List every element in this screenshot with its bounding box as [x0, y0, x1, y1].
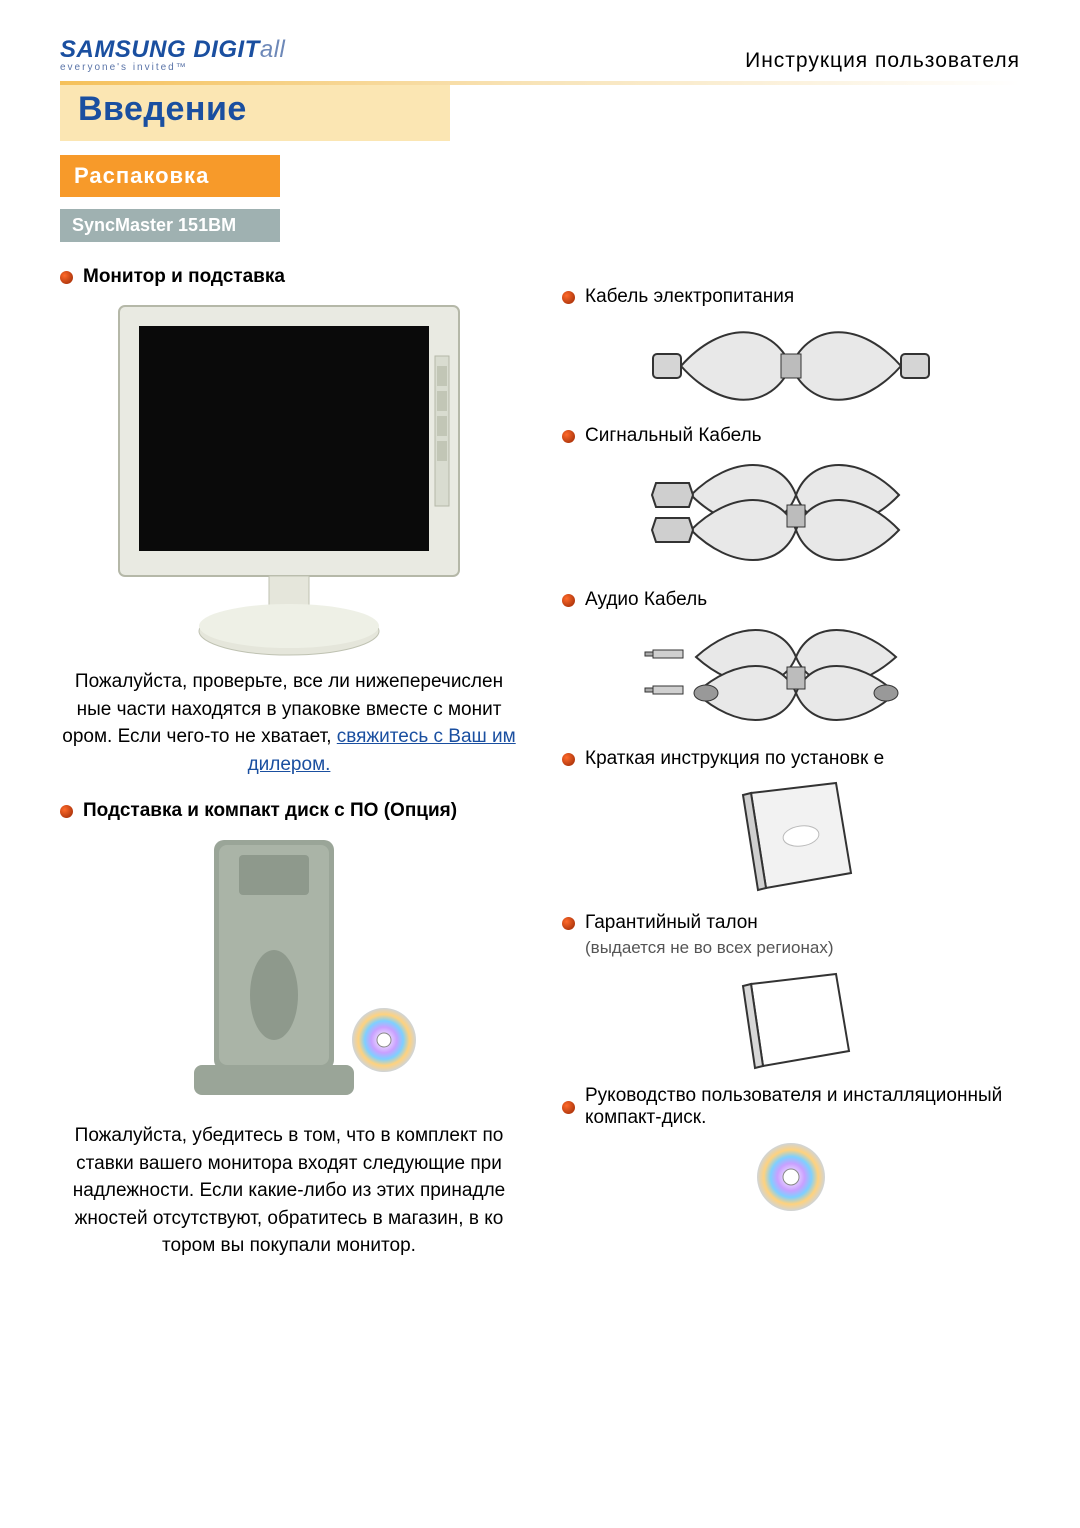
logo-part-1: SAMSUNG: [60, 36, 186, 63]
item-manual-cd: Руководство пользователя и инсталляционн…: [562, 1085, 1020, 1129]
logo-part-2: DIGIT: [193, 36, 260, 63]
bullet-icon: [60, 271, 73, 284]
page-header: SAMSUNG DIGITall everyone's invited™ Инс…: [60, 36, 1020, 73]
item-quick-guide: Краткая инструкция по установк е: [562, 748, 1020, 770]
bullet-icon: [562, 430, 575, 443]
audio-cable-illustration: [562, 619, 1020, 734]
item-audio-cable: Аудио Кабель: [562, 589, 1020, 611]
bullet-icon: [562, 753, 575, 766]
bullet-icon: [562, 917, 575, 930]
item-label: Сигнальный Кабель: [585, 425, 762, 447]
item-label: Гарантийный талон: [585, 912, 758, 934]
stand-cd-illustration: [60, 830, 518, 1110]
bullet-icon: [60, 805, 73, 818]
content-columns: Монитор и подставка: [60, 252, 1020, 1260]
signal-cable-illustration: [562, 455, 1020, 575]
brand-logo: SAMSUNG DIGITall everyone's invited™: [60, 36, 300, 73]
section-title-introduction: Введение: [78, 90, 247, 129]
manual-cd-illustration: [562, 1137, 1020, 1217]
check-accessories-text: Пожалуйста, убедитесь в том, что в компл…: [60, 1122, 518, 1260]
item-label: Руководство пользователя и инсталляционн…: [585, 1085, 1020, 1129]
bullet-icon: [562, 291, 575, 304]
item-label: Монитор и подставка: [83, 266, 285, 288]
left-column: Монитор и подставка: [60, 252, 518, 1260]
brand-logo-main: SAMSUNG DIGITall: [60, 36, 300, 64]
power-cable-svg: [641, 316, 941, 411]
item-monitor-stand: Монитор и подставка: [60, 266, 518, 288]
warranty-illustration: [562, 966, 1020, 1071]
warranty-svg: [721, 966, 861, 1071]
item-stand-cd: Подставка и компакт диск с ПО (Опция): [60, 800, 518, 822]
quick-guide-illustration: [562, 778, 1020, 898]
bullet-icon: [562, 1101, 575, 1114]
audio-cable-svg: [641, 619, 941, 734]
item-label: Кабель электропитания: [585, 286, 794, 308]
right-column: Кабель электропитания Сигнальный Кабель: [562, 252, 1020, 1260]
check-parts-text: Пожалуйста, проверьте, все ли нижеперечи…: [60, 668, 518, 778]
cd-svg: [741, 1137, 841, 1217]
bullet-icon: [562, 594, 575, 607]
item-warranty: Гарантийный талон: [562, 912, 1020, 934]
item-power-cable: Кабель электропитания: [562, 286, 1020, 308]
quick-guide-svg: [716, 778, 866, 898]
monitor-svg: [99, 296, 479, 656]
item-signal-cable: Сигнальный Кабель: [562, 425, 1020, 447]
section-title-unpacking: Распаковка: [60, 155, 280, 197]
signal-cable-svg: [641, 455, 941, 575]
section-banner: Введение: [60, 81, 1020, 141]
manual-title: Инструкция пользователя: [745, 49, 1020, 73]
item-label: Подставка и компакт диск с ПО (Опция): [83, 800, 457, 822]
monitor-illustration: [60, 296, 518, 656]
warranty-note: (выдается не во всех регионах): [585, 938, 1020, 958]
power-cable-illustration: [562, 316, 1020, 411]
model-label: SyncMaster 151BM: [60, 209, 280, 242]
item-label: Аудио Кабель: [585, 589, 707, 611]
item-label: Краткая инструкция по установк е: [585, 748, 884, 770]
stand-cd-svg: [109, 830, 469, 1110]
logo-part-3: all: [260, 36, 286, 63]
